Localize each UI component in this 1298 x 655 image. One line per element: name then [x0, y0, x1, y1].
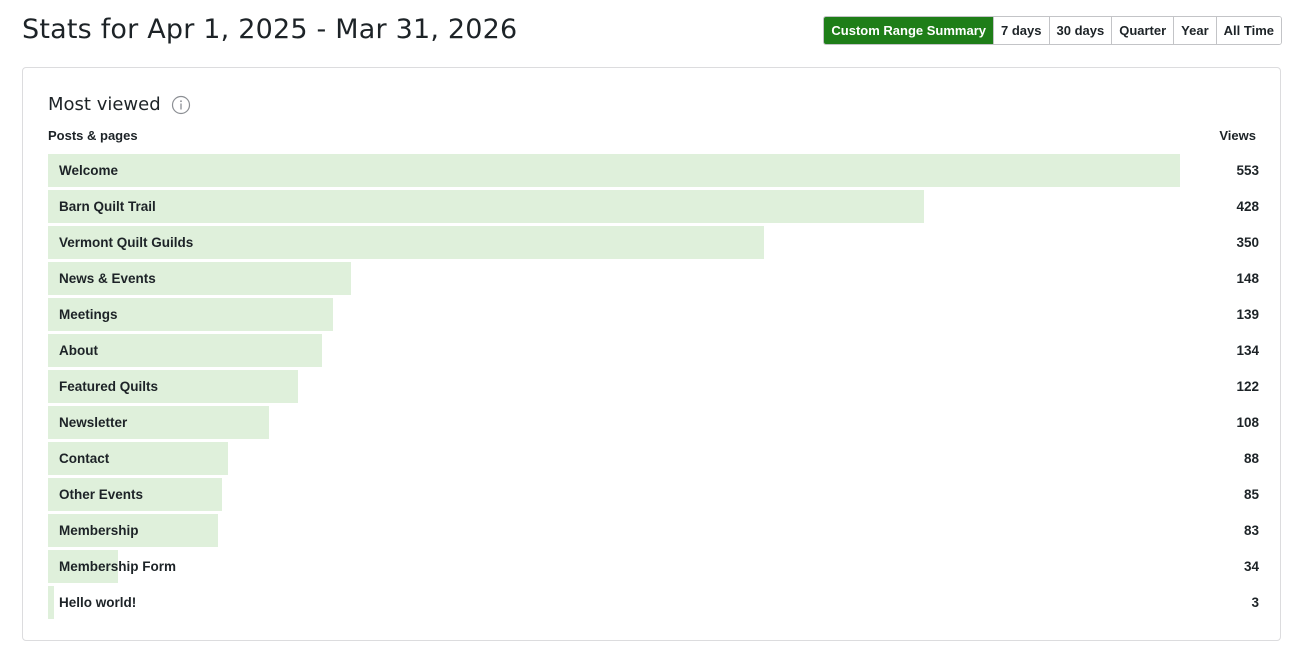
list-item: Membership Form 34: [48, 550, 1259, 583]
views-count: 88: [1243, 451, 1259, 466]
list-item: Welcome 553: [48, 154, 1259, 187]
list-item: Featured Quilts 122: [48, 370, 1259, 403]
post-link[interactable]: Welcome: [59, 163, 119, 178]
views-bar: [48, 586, 54, 619]
tab-year[interactable]: Year: [1173, 17, 1216, 44]
post-link[interactable]: Meetings: [59, 307, 118, 322]
post-link[interactable]: Contact: [59, 451, 110, 466]
list-item: Vermont Quilt Guilds 350: [48, 226, 1259, 259]
views-bar: [48, 298, 333, 331]
post-link[interactable]: Other Events: [59, 487, 144, 502]
post-link[interactable]: Membership: [59, 523, 139, 538]
list-item: Other Events 85: [48, 478, 1259, 511]
views-bar: [48, 370, 298, 403]
most-viewed-card: Most viewed Posts & pages Views Welcome 5…: [22, 67, 1281, 641]
post-link[interactable]: Membership Form: [59, 559, 177, 574]
card-header: Most viewed: [48, 94, 191, 115]
views-bar: [48, 550, 118, 583]
views-bar: [48, 154, 1180, 187]
list-item: Newsletter 108: [48, 406, 1259, 439]
post-link[interactable]: Barn Quilt Trail: [59, 199, 156, 214]
tab-all-time[interactable]: All Time: [1215, 17, 1281, 44]
views-count: 428: [1236, 199, 1259, 214]
list-item: Hello world! 3: [48, 586, 1259, 619]
column-header-posts-pages: Posts & pages: [48, 128, 138, 143]
views-bar: [48, 514, 218, 547]
list-item: Membership 83: [48, 514, 1259, 547]
views-count: 83: [1243, 523, 1259, 538]
views-bar: [48, 442, 228, 475]
views-bar: [48, 406, 269, 439]
views-count: 3: [1251, 595, 1259, 610]
views-count: 553: [1236, 163, 1259, 178]
list-item: News & Events 148: [48, 262, 1259, 295]
tab-custom-range-summary[interactable]: Custom Range Summary: [824, 17, 994, 44]
page-title: Stats for Apr 1, 2025 - Mar 31, 2026: [22, 14, 518, 45]
list-item: About 134: [48, 334, 1259, 367]
views-count: 148: [1236, 271, 1259, 286]
tab-30-days[interactable]: 30 days: [1048, 17, 1112, 44]
list-item: Barn Quilt Trail 428: [48, 190, 1259, 223]
post-link[interactable]: Hello world!: [59, 595, 137, 610]
card-title: Most viewed: [48, 94, 161, 115]
list-item: Contact 88: [48, 442, 1259, 475]
views-count: 85: [1243, 487, 1259, 502]
post-link[interactable]: Featured Quilts: [59, 379, 159, 394]
views-count: 350: [1236, 235, 1259, 250]
tab-quarter[interactable]: Quarter: [1111, 17, 1174, 44]
views-bar: [48, 334, 322, 367]
date-range-tabs: Custom Range Summary 7 days 30 days Quar…: [823, 16, 1282, 45]
info-icon[interactable]: [171, 95, 191, 115]
views-count: 139: [1236, 307, 1259, 322]
post-link[interactable]: Vermont Quilt Guilds: [59, 235, 194, 250]
views-bar: [48, 262, 351, 295]
post-link[interactable]: About: [59, 343, 98, 358]
views-bar: [48, 226, 764, 259]
views-count: 122: [1236, 379, 1259, 394]
post-link[interactable]: News & Events: [59, 271, 156, 286]
views-bar: [48, 478, 222, 511]
views-count: 34: [1243, 559, 1259, 574]
tab-7-days[interactable]: 7 days: [993, 17, 1049, 44]
list-item: Meetings 139: [48, 298, 1259, 331]
views-bar: [48, 190, 924, 223]
most-viewed-list: Welcome 553 Barn Quilt Trail 428 Vermont Q…: [48, 154, 1259, 622]
views-count: 108: [1236, 415, 1259, 430]
views-count: 134: [1236, 343, 1259, 358]
column-header-views: Views: [1219, 128, 1256, 143]
post-link[interactable]: Newsletter: [59, 415, 128, 430]
